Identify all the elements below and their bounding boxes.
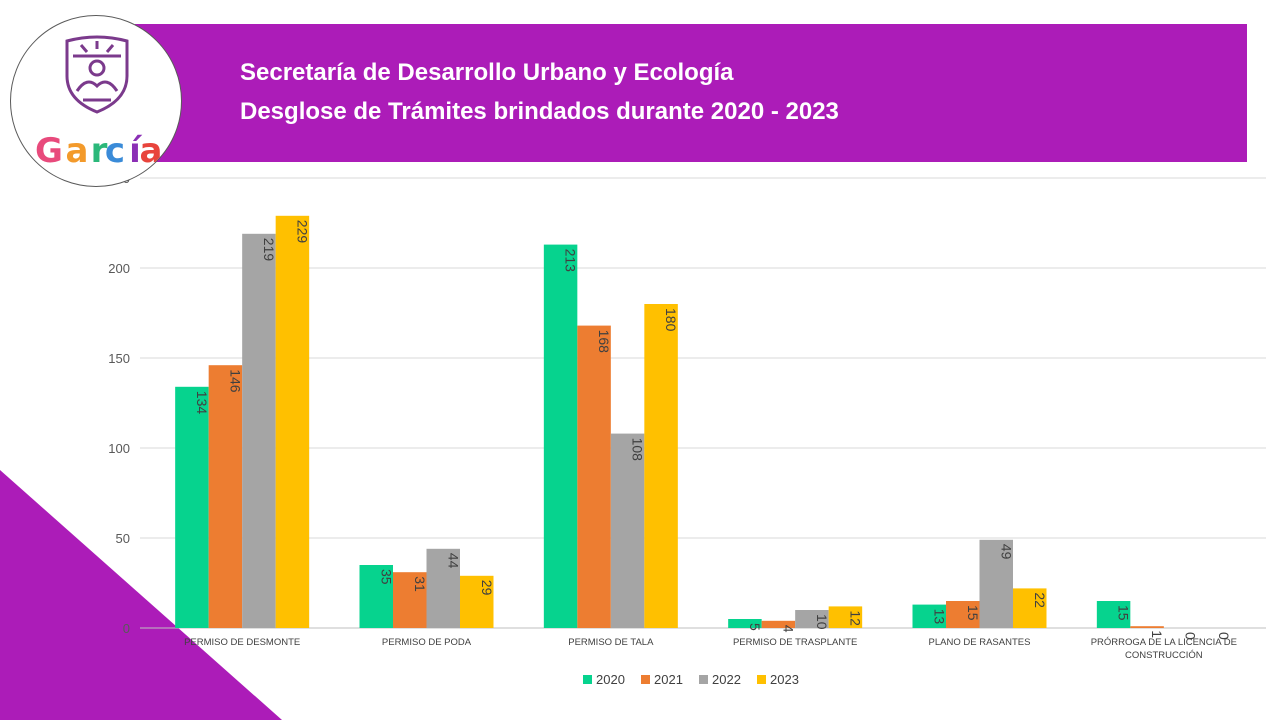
- data-label: 15: [1116, 605, 1132, 621]
- page-title: Secretaría de Desarrollo Urbano y Ecolog…: [240, 59, 734, 86]
- bar: [577, 325, 611, 628]
- bar: [1096, 601, 1131, 628]
- data-label: 229: [294, 220, 310, 244]
- data-label: 35: [378, 569, 394, 585]
- data-label: 10: [814, 614, 830, 630]
- data-label: 4: [780, 625, 796, 633]
- logo-letter: a: [140, 131, 163, 171]
- legend-swatch: [583, 675, 592, 684]
- data-label: 180: [663, 308, 679, 332]
- bar: [175, 386, 209, 628]
- data-label: 0: [1183, 632, 1199, 640]
- bar: [460, 575, 494, 628]
- data-label: 0: [1216, 632, 1232, 640]
- x-tick-label: PERMISO DE TALA: [568, 637, 654, 648]
- bar: [946, 601, 980, 628]
- bar: [644, 304, 678, 628]
- y-tick-label: 100: [108, 441, 130, 456]
- x-tick-label: PLANO DE RASANTES: [929, 637, 1031, 648]
- legend-swatch: [757, 675, 766, 684]
- bar: [426, 548, 460, 628]
- x-tick-label: PRÓRROGA DE LA LICENCIA DE: [1091, 637, 1237, 648]
- bar: [275, 215, 310, 629]
- y-tick-label: 150: [108, 351, 130, 366]
- data-label: 12: [847, 610, 863, 626]
- bar: [1130, 626, 1164, 628]
- bar: [979, 539, 1013, 628]
- legend-swatch: [699, 675, 708, 684]
- page-subtitle: Desglose de Trámites brindados durante 2…: [240, 98, 839, 125]
- data-label: 134: [194, 391, 210, 415]
- data-label: 15: [965, 605, 981, 621]
- data-label: 219: [261, 238, 277, 262]
- bar: [208, 365, 243, 628]
- bar: [543, 244, 578, 628]
- x-tick-label: PERMISO DE DESMONTE: [184, 637, 300, 648]
- legend-label: 2020: [596, 672, 625, 687]
- data-label: 146: [227, 369, 243, 393]
- data-label: 108: [630, 438, 646, 462]
- data-label: 31: [412, 576, 428, 592]
- logo-letter: r: [91, 131, 108, 171]
- data-label: 213: [563, 249, 579, 273]
- bar: [795, 610, 829, 628]
- bar: [393, 572, 427, 628]
- data-label: 1: [1149, 630, 1165, 638]
- data-label: 168: [596, 330, 612, 354]
- x-tick-label: PERMISO DE PODA: [382, 637, 472, 648]
- bar: [728, 619, 762, 628]
- bar: [359, 565, 393, 628]
- bar: [828, 606, 863, 628]
- data-label: 5: [747, 623, 763, 631]
- data-label: 44: [445, 553, 461, 569]
- legend-label: 2021: [654, 672, 683, 687]
- bar: [242, 233, 276, 629]
- legend-label: 2023: [770, 672, 799, 687]
- bar: [610, 433, 645, 628]
- data-label: 22: [1032, 592, 1048, 608]
- bar: [1013, 588, 1047, 628]
- y-tick-label: 0: [123, 621, 130, 636]
- logo-letter: í: [129, 131, 143, 171]
- x-tick-label: PERMISO DE TRASPLANTE: [733, 637, 857, 648]
- bar: [761, 620, 796, 628]
- header-banner: [135, 24, 1247, 162]
- legend-swatch: [641, 675, 650, 684]
- y-tick-label: 200: [108, 261, 130, 276]
- logo-letter: c: [105, 131, 125, 171]
- x-tick-label: CONSTRUCCIÓN: [1125, 650, 1203, 661]
- corner-decoration: [0, 470, 282, 720]
- data-label: 49: [998, 544, 1014, 560]
- logo-letter: G: [35, 131, 63, 171]
- data-label: 13: [931, 609, 947, 625]
- data-label: 29: [479, 580, 495, 596]
- legend-label: 2022: [712, 672, 741, 687]
- logo-letter: a: [66, 131, 89, 171]
- y-tick-label: 50: [116, 531, 130, 546]
- bar: [912, 604, 946, 628]
